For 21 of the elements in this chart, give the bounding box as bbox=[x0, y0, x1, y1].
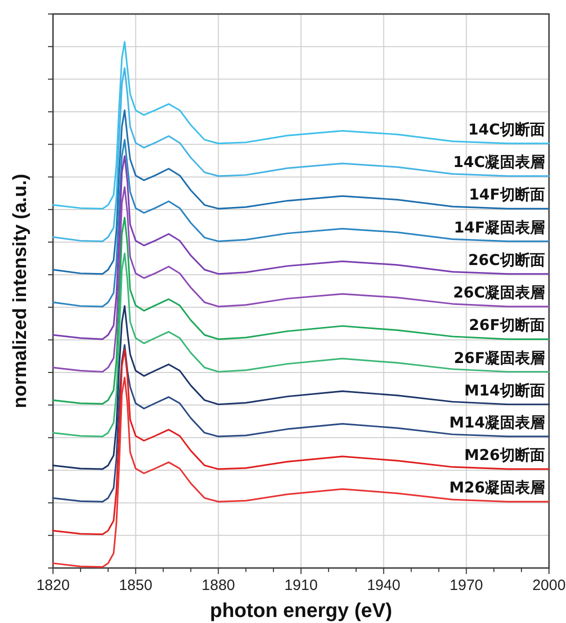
series-label: 14C切断面 bbox=[468, 120, 545, 138]
x-tick-label: 1850 bbox=[118, 577, 152, 594]
series-label: 14F切断面 bbox=[468, 186, 545, 204]
series-label: 26C切断面 bbox=[468, 250, 545, 269]
series-label: 26F切断面 bbox=[468, 316, 545, 334]
series-label: 26C凝固表層 bbox=[453, 284, 545, 302]
x-tick-label: 1910 bbox=[284, 577, 318, 594]
y-axis-title: normalized intensity (a.u.) bbox=[10, 174, 31, 408]
series-label: M26凝固表層 bbox=[449, 478, 545, 497]
x-tick-label: 2000 bbox=[532, 577, 566, 594]
series-label: M14切断面 bbox=[464, 381, 545, 400]
x-tick-label: 1820 bbox=[36, 577, 70, 594]
series-label: 14F凝固表層 bbox=[454, 218, 545, 236]
x-axis-title: photon energy (eV) bbox=[210, 600, 392, 622]
x-tick-label: 1880 bbox=[202, 577, 236, 594]
series-label: M14凝固表層 bbox=[449, 413, 545, 432]
x-tick-label: 1970 bbox=[450, 577, 484, 594]
series-label: 26F凝固表層 bbox=[454, 348, 545, 367]
series-label: M26切断面 bbox=[464, 446, 545, 464]
series-label: 14C凝固表層 bbox=[453, 153, 545, 172]
x-tick-label: 1940 bbox=[366, 577, 400, 594]
